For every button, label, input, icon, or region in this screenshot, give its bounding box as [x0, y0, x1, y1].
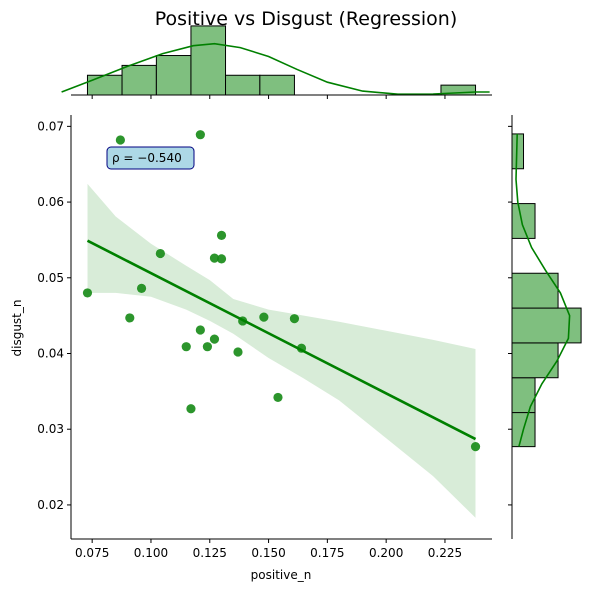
- confidence-band: [87, 183, 476, 518]
- data-point: [273, 392, 283, 403]
- top-kde-curve: [61, 42, 490, 96]
- y-tick-label: 0.02: [37, 498, 64, 512]
- data-point: [82, 288, 93, 298]
- correlation-annotation: ρ = −0.540: [106, 146, 195, 170]
- data-point: [209, 334, 220, 344]
- data-point: [216, 230, 227, 240]
- x-tick-label: 0.200: [369, 546, 403, 560]
- chart-title: Positive vs Disgust (Regression): [155, 8, 458, 30]
- data-point: [125, 313, 135, 323]
- data-point: [195, 130, 205, 140]
- x-tick-label: 0.125: [193, 546, 227, 560]
- x-tick-label: 0.150: [251, 546, 285, 560]
- data-point: [233, 347, 243, 357]
- y-tick-label: 0.04: [37, 347, 64, 361]
- data-point: [259, 312, 269, 322]
- scatter-points: [82, 130, 481, 452]
- y-tick-label: 0.06: [37, 195, 64, 209]
- x-axis-label: positive_n: [251, 568, 312, 582]
- right-kde-curve: [515, 133, 571, 447]
- top-histogram-bar: [225, 74, 261, 96]
- top-histogram-bar: [259, 74, 295, 96]
- data-point: [181, 342, 191, 352]
- main-plot: 0.075 0.100 0.125 0.150 0.175 0.200 0.225 0.02…: [37, 115, 492, 560]
- data-point: [216, 254, 227, 264]
- y-tick-label: 0.07: [37, 119, 64, 133]
- data-point: [209, 253, 220, 263]
- x-tick-label: 0.175: [310, 546, 344, 560]
- data-point: [195, 325, 205, 335]
- x-tick-label: 0.225: [428, 546, 462, 560]
- right-histogram-bar: [511, 342, 559, 379]
- y-tick-label: 0.05: [37, 271, 64, 285]
- top-marginal-histogram: [61, 25, 492, 99]
- right-histogram-bar: [511, 203, 536, 239]
- right-histogram-bar: [511, 377, 536, 414]
- y-tick-label: 0.03: [37, 422, 64, 436]
- x-tick-label: 0.075: [75, 546, 109, 560]
- data-point: [289, 314, 300, 324]
- y-axis-label: disgust_n: [10, 300, 24, 357]
- data-point: [186, 404, 196, 414]
- data-point: [202, 342, 213, 352]
- top-histogram-bar: [121, 64, 157, 96]
- y-axis: 0.02 0.03 0.04 0.05 0.06 0.07: [37, 115, 72, 539]
- data-point: [136, 283, 147, 293]
- top-histogram-bar: [155, 55, 192, 96]
- top-histogram-bar: [86, 74, 123, 96]
- correlation-text: ρ = −0.540: [112, 151, 182, 165]
- data-point: [115, 135, 125, 145]
- right-marginal-histogram: [508, 115, 582, 539]
- top-histogram-bar: [190, 25, 227, 96]
- right-histogram-bar: [511, 307, 582, 344]
- data-point: [155, 248, 165, 259]
- data-point: [470, 442, 481, 452]
- x-tick-label: 0.100: [134, 546, 168, 560]
- regression-line: [86, 239, 477, 441]
- x-axis: 0.075 0.100 0.125 0.150 0.175 0.200 0.225: [71, 538, 492, 560]
